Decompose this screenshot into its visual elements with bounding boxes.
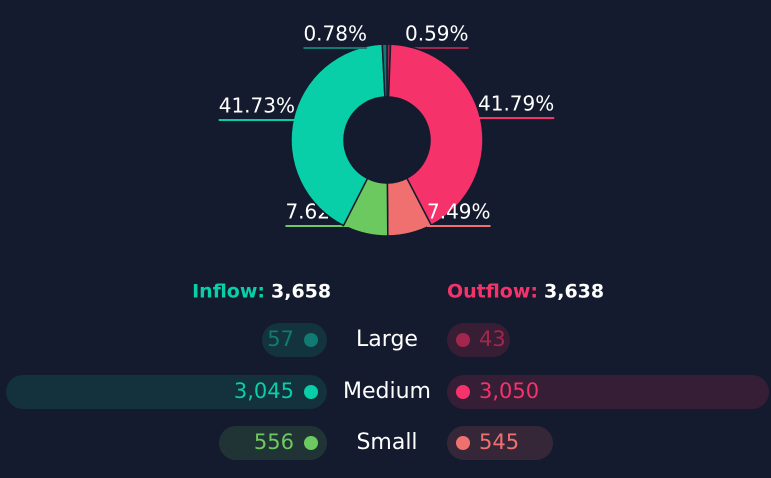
segment-label: 0.59%	[405, 22, 469, 46]
inflow-dot	[304, 436, 318, 450]
outflow-pill	[447, 375, 769, 409]
inflow-total: 3,658	[271, 281, 331, 303]
segment-label: 41.73%	[219, 94, 295, 118]
size-category: Small	[356, 430, 417, 455]
inflow-value: 57	[267, 327, 294, 351]
outflow-dot	[456, 436, 470, 450]
inflow-pill	[262, 323, 327, 357]
outflow-pill	[447, 426, 553, 460]
inflow-pill	[219, 426, 327, 460]
outflow-value: 3,050	[479, 379, 539, 403]
segment-label: 41.79%	[478, 92, 554, 116]
donut-segment	[387, 43, 484, 227]
inflow-dot	[304, 333, 318, 347]
segment-label: 7.49%	[427, 200, 491, 224]
segment-label: 0.78%	[303, 22, 367, 46]
donut-segment	[381, 43, 388, 98]
inflow-pill	[6, 375, 327, 409]
outflow-dot	[456, 385, 470, 399]
outflow-label: Outflow:	[447, 281, 538, 303]
size-category: Medium	[343, 379, 431, 404]
inflow-dot	[304, 385, 318, 399]
inflow-value: 3,045	[234, 379, 294, 403]
outflow-value: 43	[479, 327, 506, 351]
outflow-total: 3,638	[544, 281, 604, 303]
outflow-pill	[447, 323, 510, 357]
inflow-label: Inflow:	[192, 281, 265, 303]
outflow-dot	[456, 333, 470, 347]
inflow-value: 556	[254, 430, 294, 454]
size-category: Large	[356, 327, 418, 352]
outflow-value: 545	[479, 430, 519, 454]
